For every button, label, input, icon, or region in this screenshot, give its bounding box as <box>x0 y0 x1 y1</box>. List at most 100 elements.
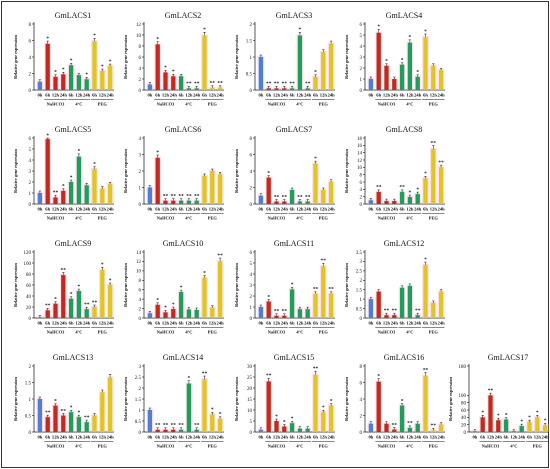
significance-mark: ** <box>171 194 177 200</box>
bar <box>147 187 153 204</box>
x-tick-label: 6h <box>423 321 428 326</box>
y-tick-label: 8 <box>29 23 32 28</box>
group-label: NaHCO3 <box>378 102 396 107</box>
significance-mark: ** <box>186 194 192 200</box>
bar <box>399 287 405 318</box>
x-tick-label: 6h <box>313 321 318 326</box>
y-tick-label: 1.5 <box>246 39 253 44</box>
bar <box>368 200 374 204</box>
y-tick-label: 15 <box>247 398 253 403</box>
significance-mark: ** <box>313 287 319 293</box>
x-tick-label: 6h <box>504 435 509 440</box>
x-tick-label: 12h <box>209 93 217 98</box>
significance-mark: ** <box>194 194 200 200</box>
y-tick-label: 40 <box>26 295 32 300</box>
bar <box>37 399 43 432</box>
significance-mark: ** <box>266 81 272 87</box>
significance-mark: * <box>299 27 302 33</box>
chart-title: GmLACS7 <box>276 125 312 134</box>
chart-panel: GmLACS16 Relative gene expression 0 2 4 6 8 0h *… <box>344 353 445 449</box>
x-tick-label: 12h <box>162 207 170 212</box>
x-tick-label: 24h <box>414 93 422 98</box>
x-tick-label: 6h <box>179 207 184 212</box>
y-axis-label: Relative gene expression <box>13 377 18 421</box>
x-tick-label: 6h <box>400 435 405 440</box>
x-tick-label: 24h <box>304 321 312 326</box>
y-tick-label: 2 <box>29 181 32 186</box>
y-tick-label: 80 <box>26 273 32 278</box>
y-tick-label: 6 <box>360 23 363 28</box>
bar <box>194 200 199 204</box>
y-tick-label: 2 <box>250 295 253 300</box>
x-tick-label: 6h <box>290 93 295 98</box>
x-tick-label: 6h <box>202 435 207 440</box>
bar <box>384 423 389 432</box>
x-tick-label: 12h <box>273 93 281 98</box>
bar <box>274 88 279 90</box>
y-tick-label: 0 <box>139 203 142 208</box>
bar <box>415 423 420 432</box>
bar <box>511 431 517 432</box>
y-tick-label: 0.5 <box>25 414 32 419</box>
x-tick-label: 6h <box>290 435 295 440</box>
y-tick-label: 0 <box>360 203 363 208</box>
bar <box>376 32 381 90</box>
significance-mark: ** <box>171 423 177 429</box>
x-tick-label: 0h <box>37 321 42 326</box>
significance-mark: ** <box>45 410 51 416</box>
bar <box>107 66 113 90</box>
bar <box>107 285 113 318</box>
x-tick-label: 12h <box>209 321 217 326</box>
y-tick-label: 80 <box>461 401 467 406</box>
significance-mark: * <box>180 285 183 291</box>
significance-mark: * <box>267 170 270 176</box>
group-label: 4°C <box>75 330 82 335</box>
significance-mark: * <box>424 171 427 177</box>
group-label: NaHCO3 <box>268 444 286 449</box>
group-label: 4°C <box>406 216 413 221</box>
bar <box>258 57 264 90</box>
bar <box>321 266 326 318</box>
x-tick-label: 12h <box>430 207 438 212</box>
x-tick-label: 24h <box>304 435 312 440</box>
x-tick-label: 6h <box>400 93 405 98</box>
bar <box>178 76 184 90</box>
bar <box>392 79 397 90</box>
significance-mark: * <box>203 270 206 276</box>
y-tick-label: 0.5 <box>246 72 253 77</box>
x-tick-label: 24h <box>107 93 115 98</box>
bar <box>415 76 420 90</box>
x-tick-label: 6h <box>266 93 271 98</box>
y-tick-label: 100 <box>459 394 467 399</box>
bar <box>100 392 105 432</box>
y-tick-label: 0 <box>250 89 253 94</box>
y-tick-label: 40 <box>461 416 467 421</box>
group-label: PEG <box>429 216 439 221</box>
bar <box>258 195 264 204</box>
x-tick-label: 6h <box>480 435 485 440</box>
x-tick-label: 24h <box>83 435 91 440</box>
y-tick-label: 6 <box>250 153 253 158</box>
bar <box>313 163 318 204</box>
bar <box>84 185 89 204</box>
bar <box>202 175 207 204</box>
y-tick-label: 12 <box>136 23 142 28</box>
group-label: PEG <box>533 444 543 449</box>
x-tick-label: 12h <box>99 207 107 212</box>
y-tick-label: 4 <box>360 45 363 50</box>
bar <box>313 374 318 432</box>
significance-mark: * <box>291 282 294 288</box>
significance-mark: ** <box>217 81 223 87</box>
x-tick-label: 24h <box>170 321 178 326</box>
x-tick-label: 12h <box>52 207 60 212</box>
y-tick-label: 6 <box>360 181 363 186</box>
y-tick-label: 1 <box>360 78 363 83</box>
bar <box>415 194 420 204</box>
significance-mark: * <box>188 375 191 381</box>
bar <box>147 313 153 318</box>
bar <box>392 429 397 432</box>
group-label: PEG <box>98 102 108 107</box>
x-tick-label: 24h <box>60 93 68 98</box>
x-tick-label: 12h <box>383 435 391 440</box>
bar <box>423 265 428 318</box>
